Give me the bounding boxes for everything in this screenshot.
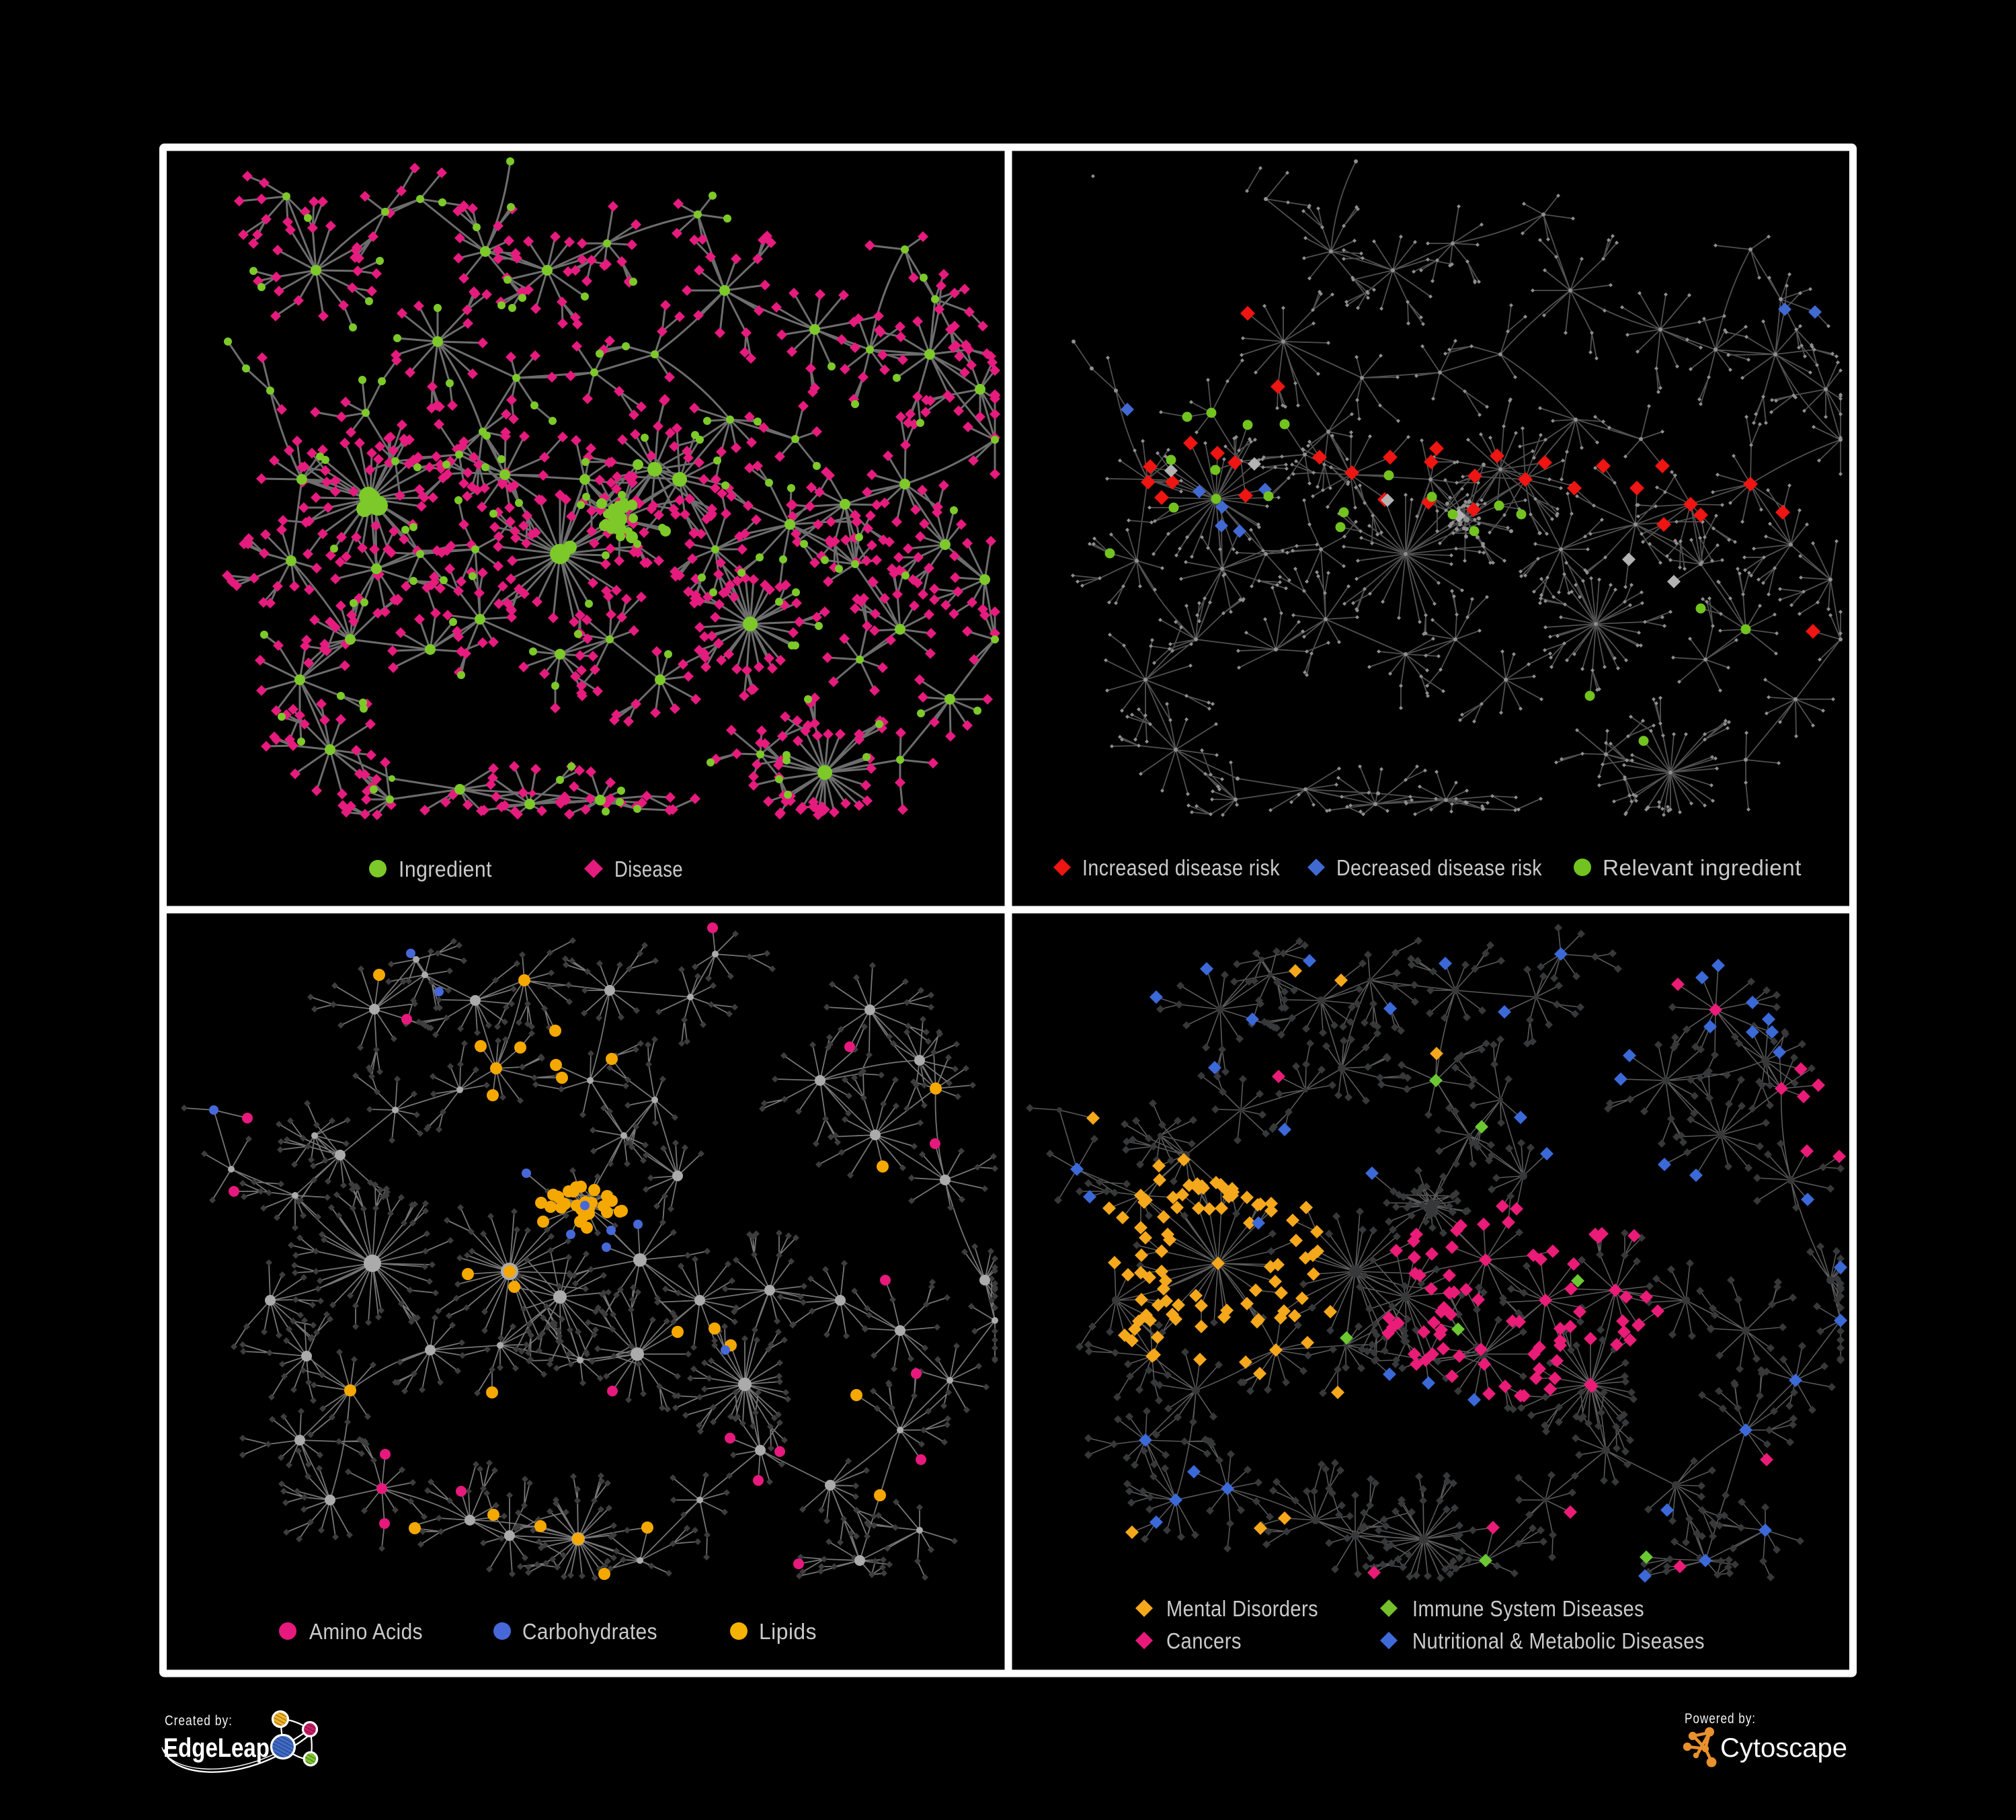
svg-text:Carbohydrates: Carbohydrates [522, 1619, 657, 1644]
svg-text:Lipids: Lipids [759, 1619, 817, 1644]
svg-text:Created by:: Created by: [165, 1713, 233, 1729]
svg-text:Mental Disorders: Mental Disorders [1166, 1596, 1318, 1621]
svg-text:Powered by:: Powered by: [1685, 1711, 1756, 1727]
svg-text:Decreased disease risk: Decreased disease risk [1336, 855, 1542, 880]
svg-text:Immune System Diseases: Immune System Diseases [1412, 1596, 1644, 1621]
svg-text:Cytoscape: Cytoscape [1720, 1733, 1847, 1763]
svg-text:Ingredient: Ingredient [399, 857, 492, 881]
svg-text:EdgeLeap: EdgeLeap [163, 1733, 270, 1763]
svg-text:Disease: Disease [614, 857, 683, 881]
svg-text:Amino Acids: Amino Acids [309, 1619, 423, 1644]
svg-text:Increased disease risk: Increased disease risk [1082, 855, 1280, 880]
svg-text:Nutritional & Metabolic Diseas: Nutritional & Metabolic Diseases [1412, 1628, 1705, 1653]
svg-text:Relevant ingredient: Relevant ingredient [1603, 855, 1802, 880]
svg-text:Cancers: Cancers [1166, 1628, 1242, 1653]
